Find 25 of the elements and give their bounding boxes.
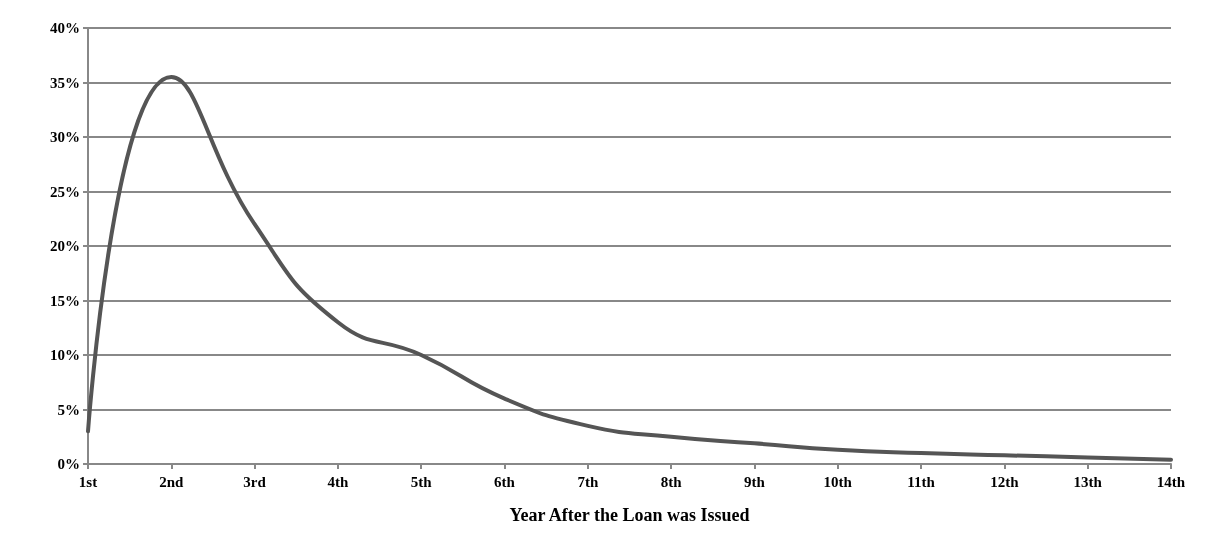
y-tick-label: 15%: [50, 292, 80, 309]
x-tick-label: 9th: [744, 473, 766, 490]
x-tick-label: 1st: [78, 473, 98, 490]
y-tick-label: 20%: [50, 238, 80, 254]
y-tick-label: 10%: [50, 347, 80, 363]
x-tick-label: 4th: [327, 473, 349, 490]
x-tick-label: 11th: [907, 473, 936, 490]
y-tick-label: 40%: [50, 20, 80, 36]
y-tick-label: 25%: [50, 183, 80, 200]
x-tick-label: 5th: [410, 473, 433, 490]
x-tick-label: 2nd: [159, 473, 185, 490]
line-series: [86, 75, 1173, 462]
y-tick-label: 35%: [50, 74, 80, 91]
y-tick-label: 5%: [57, 401, 80, 418]
x-tick-label: 13th: [1073, 473, 1103, 490]
x-tick-label: 10th: [823, 473, 853, 490]
x-tick-label: 8th: [660, 473, 683, 490]
x-tick-label: 7th: [577, 473, 599, 490]
x-tick-label: 6th: [494, 473, 516, 490]
y-tick-label: 0%: [57, 456, 80, 472]
x-tick-label: 12th: [990, 473, 1020, 490]
x-tick-label: 14th: [1156, 473, 1186, 490]
x-axis-title: Year After the Loan was Issued: [509, 505, 750, 525]
x-tick-label: 3rd: [243, 473, 267, 490]
y-tick-label: 30%: [50, 129, 80, 145]
